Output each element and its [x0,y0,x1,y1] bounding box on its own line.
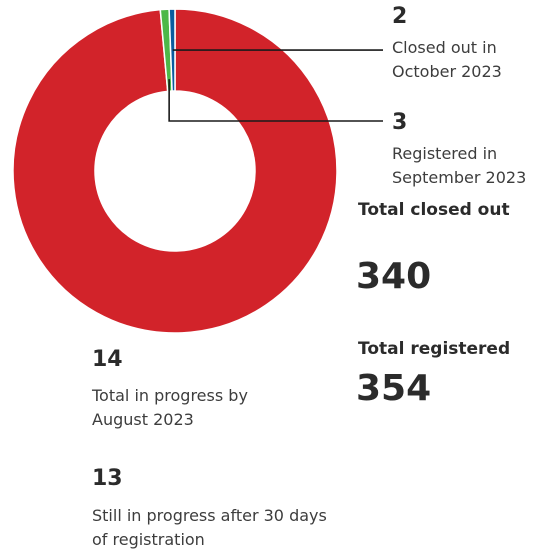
total-closed-value: 340 [356,256,432,297]
leader-line-registered-september [168,79,383,122]
registered-september-label: Registered in September 2023 [392,144,527,187]
in-progress-label: Total in progress by August 2023 [92,386,248,429]
slice-closed-october [168,8,176,92]
in-progress-count: 14 [92,347,123,372]
still-in-progress-label: Still in progress after 30 days of regis… [92,506,327,549]
slice-closed-out [12,8,338,334]
closed-october-count: 2 [392,4,408,29]
registered-september-count: 3 [392,110,408,135]
total-closed-label: Total closed out [358,200,510,220]
total-registered-value: 354 [356,368,432,409]
total-registered-label: Total registered [358,339,511,359]
still-in-progress-count: 13 [92,466,123,491]
closed-october-label: Closed out in October 2023 [392,38,502,81]
